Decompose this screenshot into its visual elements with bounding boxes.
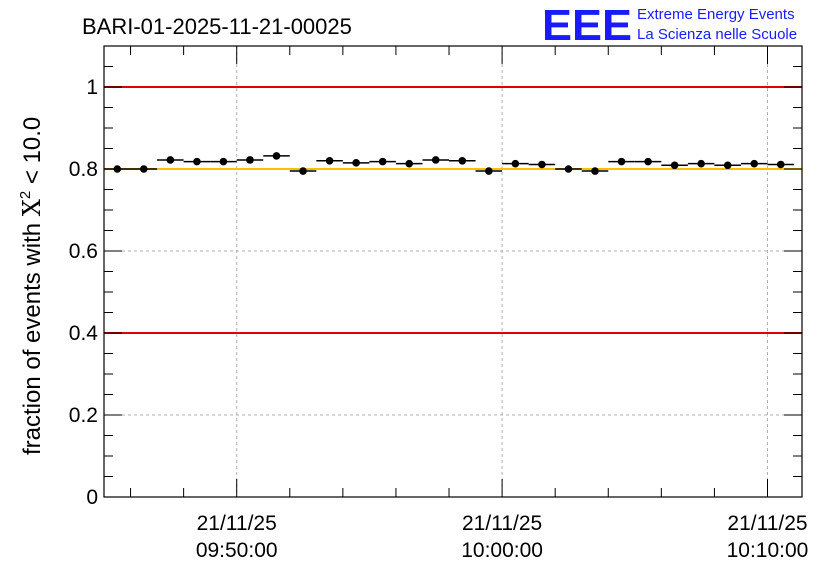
axes: 0 0.2 0.4 0.6 0.8 1 21/11/25 09:50:00 21/11/25 10…: [69, 45, 809, 562]
data-point: [395, 159, 423, 168]
eee-logo-mark: EEE: [542, 1, 632, 50]
data-point-marker: [299, 167, 307, 175]
data-point-marker: [219, 157, 228, 166]
x-tick-date-label: 21/11/25: [197, 512, 277, 535]
y-axis-label-prefix: fraction of events with: [19, 216, 46, 455]
data-point: [687, 159, 715, 168]
data-point-marker: [405, 159, 414, 168]
logo-line-2: La Scienza nelle Scuole: [637, 26, 797, 43]
x-tick-time-label: 09:50:00: [196, 539, 278, 562]
logo-line-1: Extreme Energy Events: [637, 6, 795, 23]
data-point: [528, 160, 556, 169]
data-point: [289, 167, 317, 175]
y-tick-label: 0.6: [69, 240, 98, 263]
data-point: [502, 159, 529, 168]
data-point-marker: [617, 157, 626, 166]
grid: [104, 46, 802, 497]
data-point: [634, 157, 662, 166]
data-point-marker: [193, 157, 201, 166]
data-point-marker: [538, 160, 546, 169]
data-point: [581, 167, 609, 175]
data-point-marker: [511, 159, 520, 168]
y-axis-label-chi: X: [18, 199, 46, 216]
data-point-marker: [325, 157, 334, 165]
data-point: [740, 159, 768, 168]
data-point-marker: [378, 157, 387, 166]
data-point-marker: [166, 156, 175, 164]
eee-logo: EEE Extreme Energy Events La Scienza nel…: [542, 1, 797, 50]
data-point: [555, 165, 582, 173]
data-point: [661, 161, 688, 170]
data-point: [475, 167, 503, 175]
data-point-marker: [591, 167, 599, 175]
data-point: [263, 152, 290, 160]
data-point: [183, 157, 211, 166]
plot-frame: [103, 45, 803, 498]
data-point-marker: [272, 152, 281, 160]
data-point: [422, 156, 450, 164]
data-point: [767, 160, 795, 169]
data-point: [130, 165, 158, 173]
data-point: [236, 156, 264, 164]
y-axis-label-suffix: < 10.0: [19, 117, 46, 191]
data-point-marker: [564, 165, 573, 173]
data-point-marker: [352, 159, 360, 167]
data-point-marker: [458, 157, 467, 165]
reference-lines: [104, 86, 802, 334]
data-point: [210, 157, 237, 166]
data-point: [316, 157, 343, 165]
data-point: [449, 157, 476, 165]
y-tick-label: 0.8: [69, 158, 98, 181]
x-tick-date-label: 21/11/25: [727, 512, 807, 535]
y-tick-label: 0.4: [69, 322, 99, 345]
data-point-marker: [485, 167, 493, 175]
data-point-marker: [431, 156, 440, 164]
data-point-marker: [670, 161, 679, 170]
data-point-marker: [697, 159, 705, 168]
data-point-marker: [750, 159, 759, 168]
data-series: [104, 152, 795, 175]
data-point-marker: [644, 157, 652, 166]
y-axis-label: fraction of events with X2 < 10.0: [17, 117, 46, 455]
data-point-marker: [723, 161, 732, 170]
data-point: [608, 157, 635, 166]
data-point: [342, 159, 370, 167]
chart-title: BARI-01-2025-11-21-00025: [82, 14, 352, 39]
y-tick-label: 1: [86, 76, 98, 99]
data-point-marker: [246, 156, 254, 164]
data-point: [369, 157, 396, 166]
data-point-marker: [140, 165, 148, 173]
x-tick-time-label: 10:10:00: [727, 539, 809, 562]
data-point: [157, 156, 184, 164]
data-point-marker: [776, 160, 785, 169]
y-tick-label: 0.2: [69, 404, 98, 427]
x-tick-date-label: 21/11/25: [462, 512, 542, 535]
x-tick-time-label: 10:00:00: [461, 539, 543, 562]
data-point: [714, 161, 741, 170]
y-tick-label: 0: [86, 486, 98, 509]
y-axis-label-superscript: 2: [17, 191, 34, 199]
